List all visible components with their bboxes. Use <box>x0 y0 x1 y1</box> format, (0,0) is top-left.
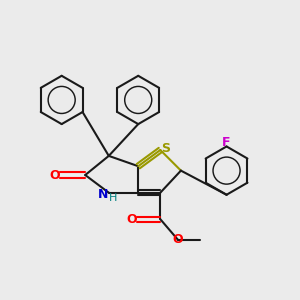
Text: S: S <box>161 142 170 155</box>
Text: F: F <box>222 136 231 148</box>
Text: O: O <box>126 213 137 226</box>
Text: O: O <box>173 233 183 246</box>
Text: H: H <box>109 193 117 203</box>
Text: N: N <box>98 188 108 201</box>
Text: O: O <box>50 169 60 182</box>
